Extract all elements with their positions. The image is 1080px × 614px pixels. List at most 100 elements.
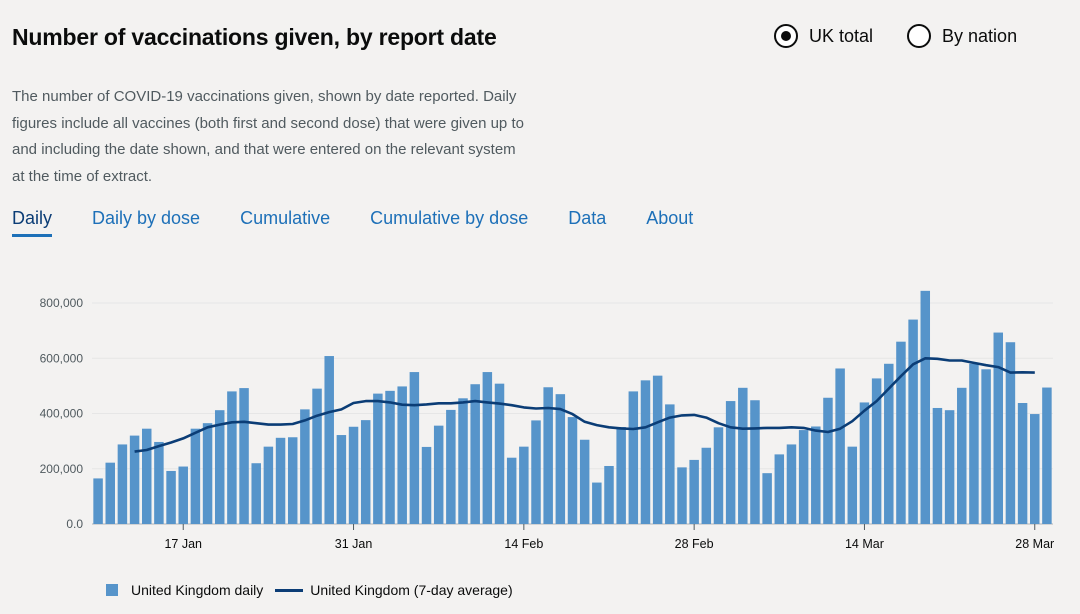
bar-daily xyxy=(214,410,225,524)
bar-daily xyxy=(957,387,967,524)
radio-by-nation[interactable]: By nation xyxy=(907,24,1017,48)
bar-daily xyxy=(93,478,103,524)
bar-daily xyxy=(677,467,687,524)
bar-daily xyxy=(251,463,261,524)
bar-daily xyxy=(944,410,955,524)
bar-daily xyxy=(397,386,407,524)
bar-daily xyxy=(592,482,602,524)
x-tick-label: 14 Feb xyxy=(504,537,543,551)
bar-daily xyxy=(458,398,468,524)
bar-daily xyxy=(178,466,188,524)
bar-daily xyxy=(579,439,590,524)
x-tick-label: 31 Jan xyxy=(335,537,373,551)
bar-daily xyxy=(202,423,213,524)
legend-line-swatch xyxy=(275,588,304,592)
y-tick-label: 400,000 xyxy=(40,407,84,421)
bar-daily xyxy=(1017,403,1028,524)
bar-daily xyxy=(227,391,237,524)
y-tick-label: 600,000 xyxy=(40,351,84,365)
bar-daily xyxy=(1042,387,1052,524)
bar-daily xyxy=(190,428,201,524)
bar-daily xyxy=(129,435,140,524)
bar-daily xyxy=(786,444,797,524)
tab-daily-by-dose[interactable]: Daily by dose xyxy=(92,208,201,228)
radio-by-nation-circle[interactable] xyxy=(907,24,932,48)
bar-daily xyxy=(482,372,493,524)
bar-daily xyxy=(494,383,505,524)
bar-daily xyxy=(154,441,164,524)
bar-daily xyxy=(360,420,371,524)
bar-daily xyxy=(993,332,1004,524)
legend-bar-swatch xyxy=(106,584,118,596)
bar-daily xyxy=(312,388,322,524)
bar-daily xyxy=(701,447,712,524)
bar-daily xyxy=(725,401,736,524)
bar-daily xyxy=(750,400,760,524)
bar-daily xyxy=(1005,342,1016,524)
radio-by-nation-label[interactable]: By nation xyxy=(942,25,1018,46)
x-tick-label: 17 Jan xyxy=(164,537,202,551)
bar-daily xyxy=(275,437,286,524)
tab-daily[interactable]: Daily xyxy=(12,208,53,237)
bar-daily xyxy=(920,290,931,524)
vaccinations-chart: 0.0 200,000 400,000 600,000 800,000 17 Jan 31 … xyxy=(40,290,1054,551)
bar-daily xyxy=(373,393,383,524)
bar-daily xyxy=(798,430,809,524)
bar-daily xyxy=(300,409,310,524)
tab-about[interactable]: About xyxy=(646,208,694,228)
bar-daily xyxy=(263,446,274,524)
page-title: Number of vaccinations given, by report … xyxy=(12,24,497,50)
bar-daily xyxy=(519,446,529,524)
x-tick-label: 28 Mar xyxy=(1015,537,1054,551)
bar-daily xyxy=(896,341,906,524)
bar-daily xyxy=(1030,414,1040,524)
y-tick-label: 800,000 xyxy=(40,296,84,310)
tab-data[interactable]: Data xyxy=(568,208,607,228)
x-tick-label: 14 Mar xyxy=(845,537,884,551)
bar-daily xyxy=(871,378,882,524)
bar-daily xyxy=(446,409,456,524)
bar-daily xyxy=(543,387,553,524)
bar-daily xyxy=(665,404,675,524)
bar-daily xyxy=(604,465,614,524)
bar-daily xyxy=(117,444,128,524)
bar-daily xyxy=(324,356,334,524)
bar-daily xyxy=(847,446,858,524)
average-line xyxy=(134,357,1035,453)
bar-daily xyxy=(811,426,821,524)
radio-uk-total-circle[interactable] xyxy=(774,24,798,48)
y-tick-label: 200,000 xyxy=(40,462,84,476)
bar-daily xyxy=(348,426,359,524)
bar-daily xyxy=(932,407,943,524)
bar-daily xyxy=(969,363,979,524)
bar-daily xyxy=(640,380,651,524)
bar-daily xyxy=(567,417,578,524)
legend-average-label: United Kingdom (7-day average) xyxy=(310,582,513,598)
bar-daily xyxy=(628,391,639,524)
bar-daily xyxy=(531,420,541,524)
bar-daily xyxy=(433,425,444,524)
x-tick-label: 28 Feb xyxy=(675,537,714,551)
bar-daily xyxy=(981,369,991,524)
bar-daily xyxy=(689,459,699,524)
bar-daily xyxy=(421,446,432,524)
bar-daily xyxy=(239,388,249,524)
bar-daily xyxy=(835,368,845,524)
bar-daily xyxy=(884,363,894,524)
bar-daily xyxy=(409,372,420,524)
tab-cumulative-by-dose[interactable]: Cumulative by dose xyxy=(370,208,529,228)
legend-daily-label: United Kingdom daily xyxy=(131,582,264,598)
bar-daily xyxy=(774,454,785,524)
bar-daily xyxy=(287,437,298,524)
bar-daily xyxy=(823,397,833,524)
bar-daily xyxy=(506,457,517,524)
bar-daily xyxy=(859,402,870,524)
tab-cumulative[interactable]: Cumulative xyxy=(240,208,331,228)
bar-daily xyxy=(616,427,626,524)
bar-daily xyxy=(336,435,347,524)
bar-daily xyxy=(762,473,772,524)
bar-daily xyxy=(470,384,480,524)
bar-daily xyxy=(385,390,395,524)
radio-uk-total[interactable]: UK total xyxy=(774,24,873,48)
radio-uk-total-label[interactable]: UK total xyxy=(809,25,874,46)
